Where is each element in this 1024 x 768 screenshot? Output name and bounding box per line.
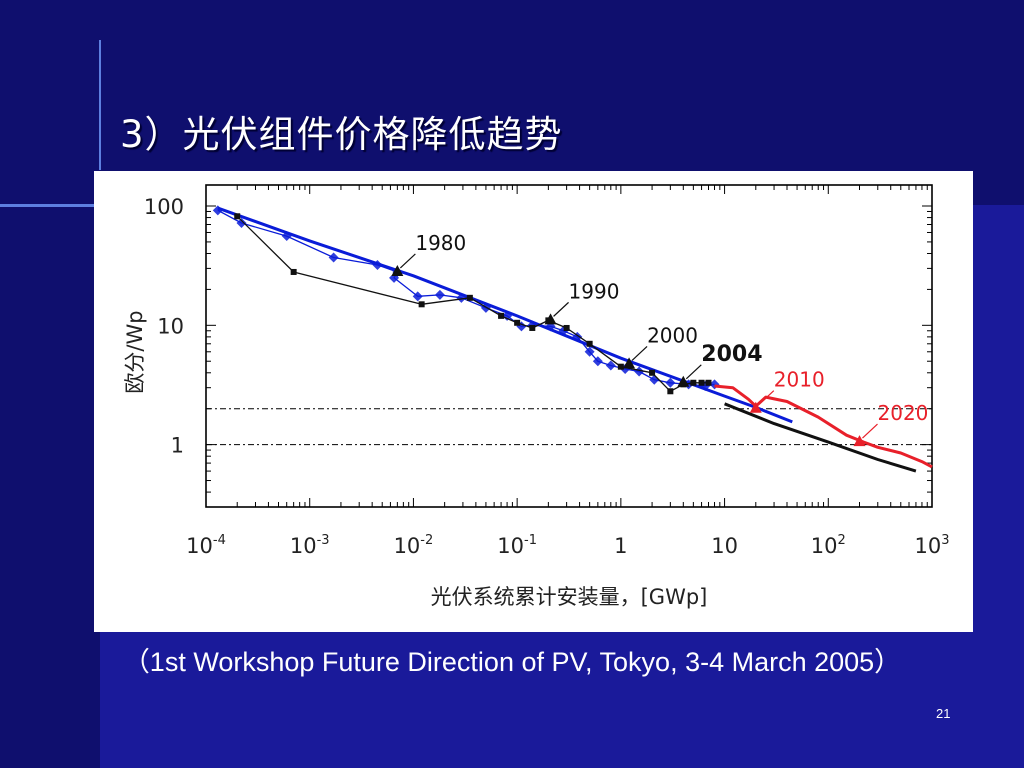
data-point-square <box>498 312 505 319</box>
x-tick-label: 10 <box>711 534 738 558</box>
data-point-square <box>690 379 697 386</box>
data-point-square <box>586 340 593 347</box>
year-marker <box>853 435 866 447</box>
y-tick-label: 1 <box>171 434 184 458</box>
year-marker <box>544 313 557 325</box>
y-tick-label: 100 <box>144 195 184 219</box>
x-tick-label: 10-4 <box>186 533 226 558</box>
year-marker <box>623 357 636 369</box>
series-line-4 <box>714 384 933 469</box>
y-axis-label: 欧分/Wp <box>123 310 147 393</box>
data-point-square <box>617 363 624 370</box>
data-point-diamond <box>480 302 491 313</box>
data-point-square <box>418 301 425 308</box>
x-tick-label: 102 <box>811 533 846 558</box>
data-point-diamond <box>584 346 595 357</box>
source-caption: （1st Workshop Future Direction of PV, To… <box>122 647 902 677</box>
annotation-leader <box>553 301 569 317</box>
chart-panel: 10-4 10-3 10-2 10-1 1 10 102 103 100 10 1 光伏系统累计安装量… <box>94 171 973 632</box>
x-tick-label: 10-1 <box>497 533 537 558</box>
data-point-diamond <box>328 252 339 263</box>
data-point-square <box>705 379 712 386</box>
data-point-square <box>234 213 241 220</box>
data-point-diamond <box>592 356 603 367</box>
year-label: 1980 <box>415 231 466 255</box>
year-label: 1990 <box>569 279 620 303</box>
year-label: 2020 <box>878 401 929 425</box>
series-line-1 <box>217 206 793 424</box>
year-marker <box>749 401 762 413</box>
data-point-diamond <box>434 289 445 300</box>
page-number: 21 <box>936 706 951 721</box>
data-point-square <box>563 324 570 331</box>
x-tick-label: 1 <box>614 534 627 558</box>
data-point-diamond <box>412 291 423 302</box>
plot-area-frame <box>205 184 933 508</box>
data-point-square <box>290 268 297 275</box>
annotation-leader <box>631 345 648 361</box>
data-point-diamond <box>634 366 645 377</box>
x-tick-label: 10-2 <box>394 533 434 558</box>
background-left-band <box>0 0 100 768</box>
data-point-diamond <box>572 331 583 342</box>
x-axis-label: 光伏系统累计安装量，[GWp] <box>431 585 708 609</box>
accent-horizontal-line <box>0 204 140 207</box>
data-point-diamond <box>605 360 616 371</box>
data-point-diamond <box>665 377 676 388</box>
data-point-square <box>514 319 521 326</box>
data-point-diamond <box>649 374 660 385</box>
year-marker <box>391 264 404 276</box>
annotation-leader <box>758 390 775 406</box>
annotation-leader <box>685 364 702 380</box>
price-learning-curve-chart: 10-4 10-3 10-2 10-1 1 10 102 103 100 10 1 光伏系统累计安装量… <box>123 184 950 609</box>
year-marker <box>677 375 690 387</box>
x-tick-label: 10-3 <box>290 533 330 558</box>
data-point-diamond <box>236 218 247 229</box>
data-point-square <box>698 379 705 386</box>
data-point-square <box>529 324 536 331</box>
annotation-leader <box>862 423 878 439</box>
data-point-square <box>649 369 656 376</box>
annotation-leader <box>399 253 416 269</box>
slide-title: 3）光伏组件价格降低趋势 <box>120 113 563 156</box>
series-line-3 <box>724 402 917 473</box>
year-label: 2010 <box>774 368 825 392</box>
accent-vertical-line <box>99 40 101 170</box>
year-label: 2000 <box>647 323 698 347</box>
background-top-band <box>0 0 1024 205</box>
data-point-square <box>466 294 473 301</box>
data-point-square <box>667 388 674 395</box>
x-tick-label: 103 <box>914 533 949 558</box>
year-label: 2004 <box>701 342 762 367</box>
data-point-diamond <box>502 310 513 321</box>
y-tick-label: 10 <box>157 314 184 338</box>
